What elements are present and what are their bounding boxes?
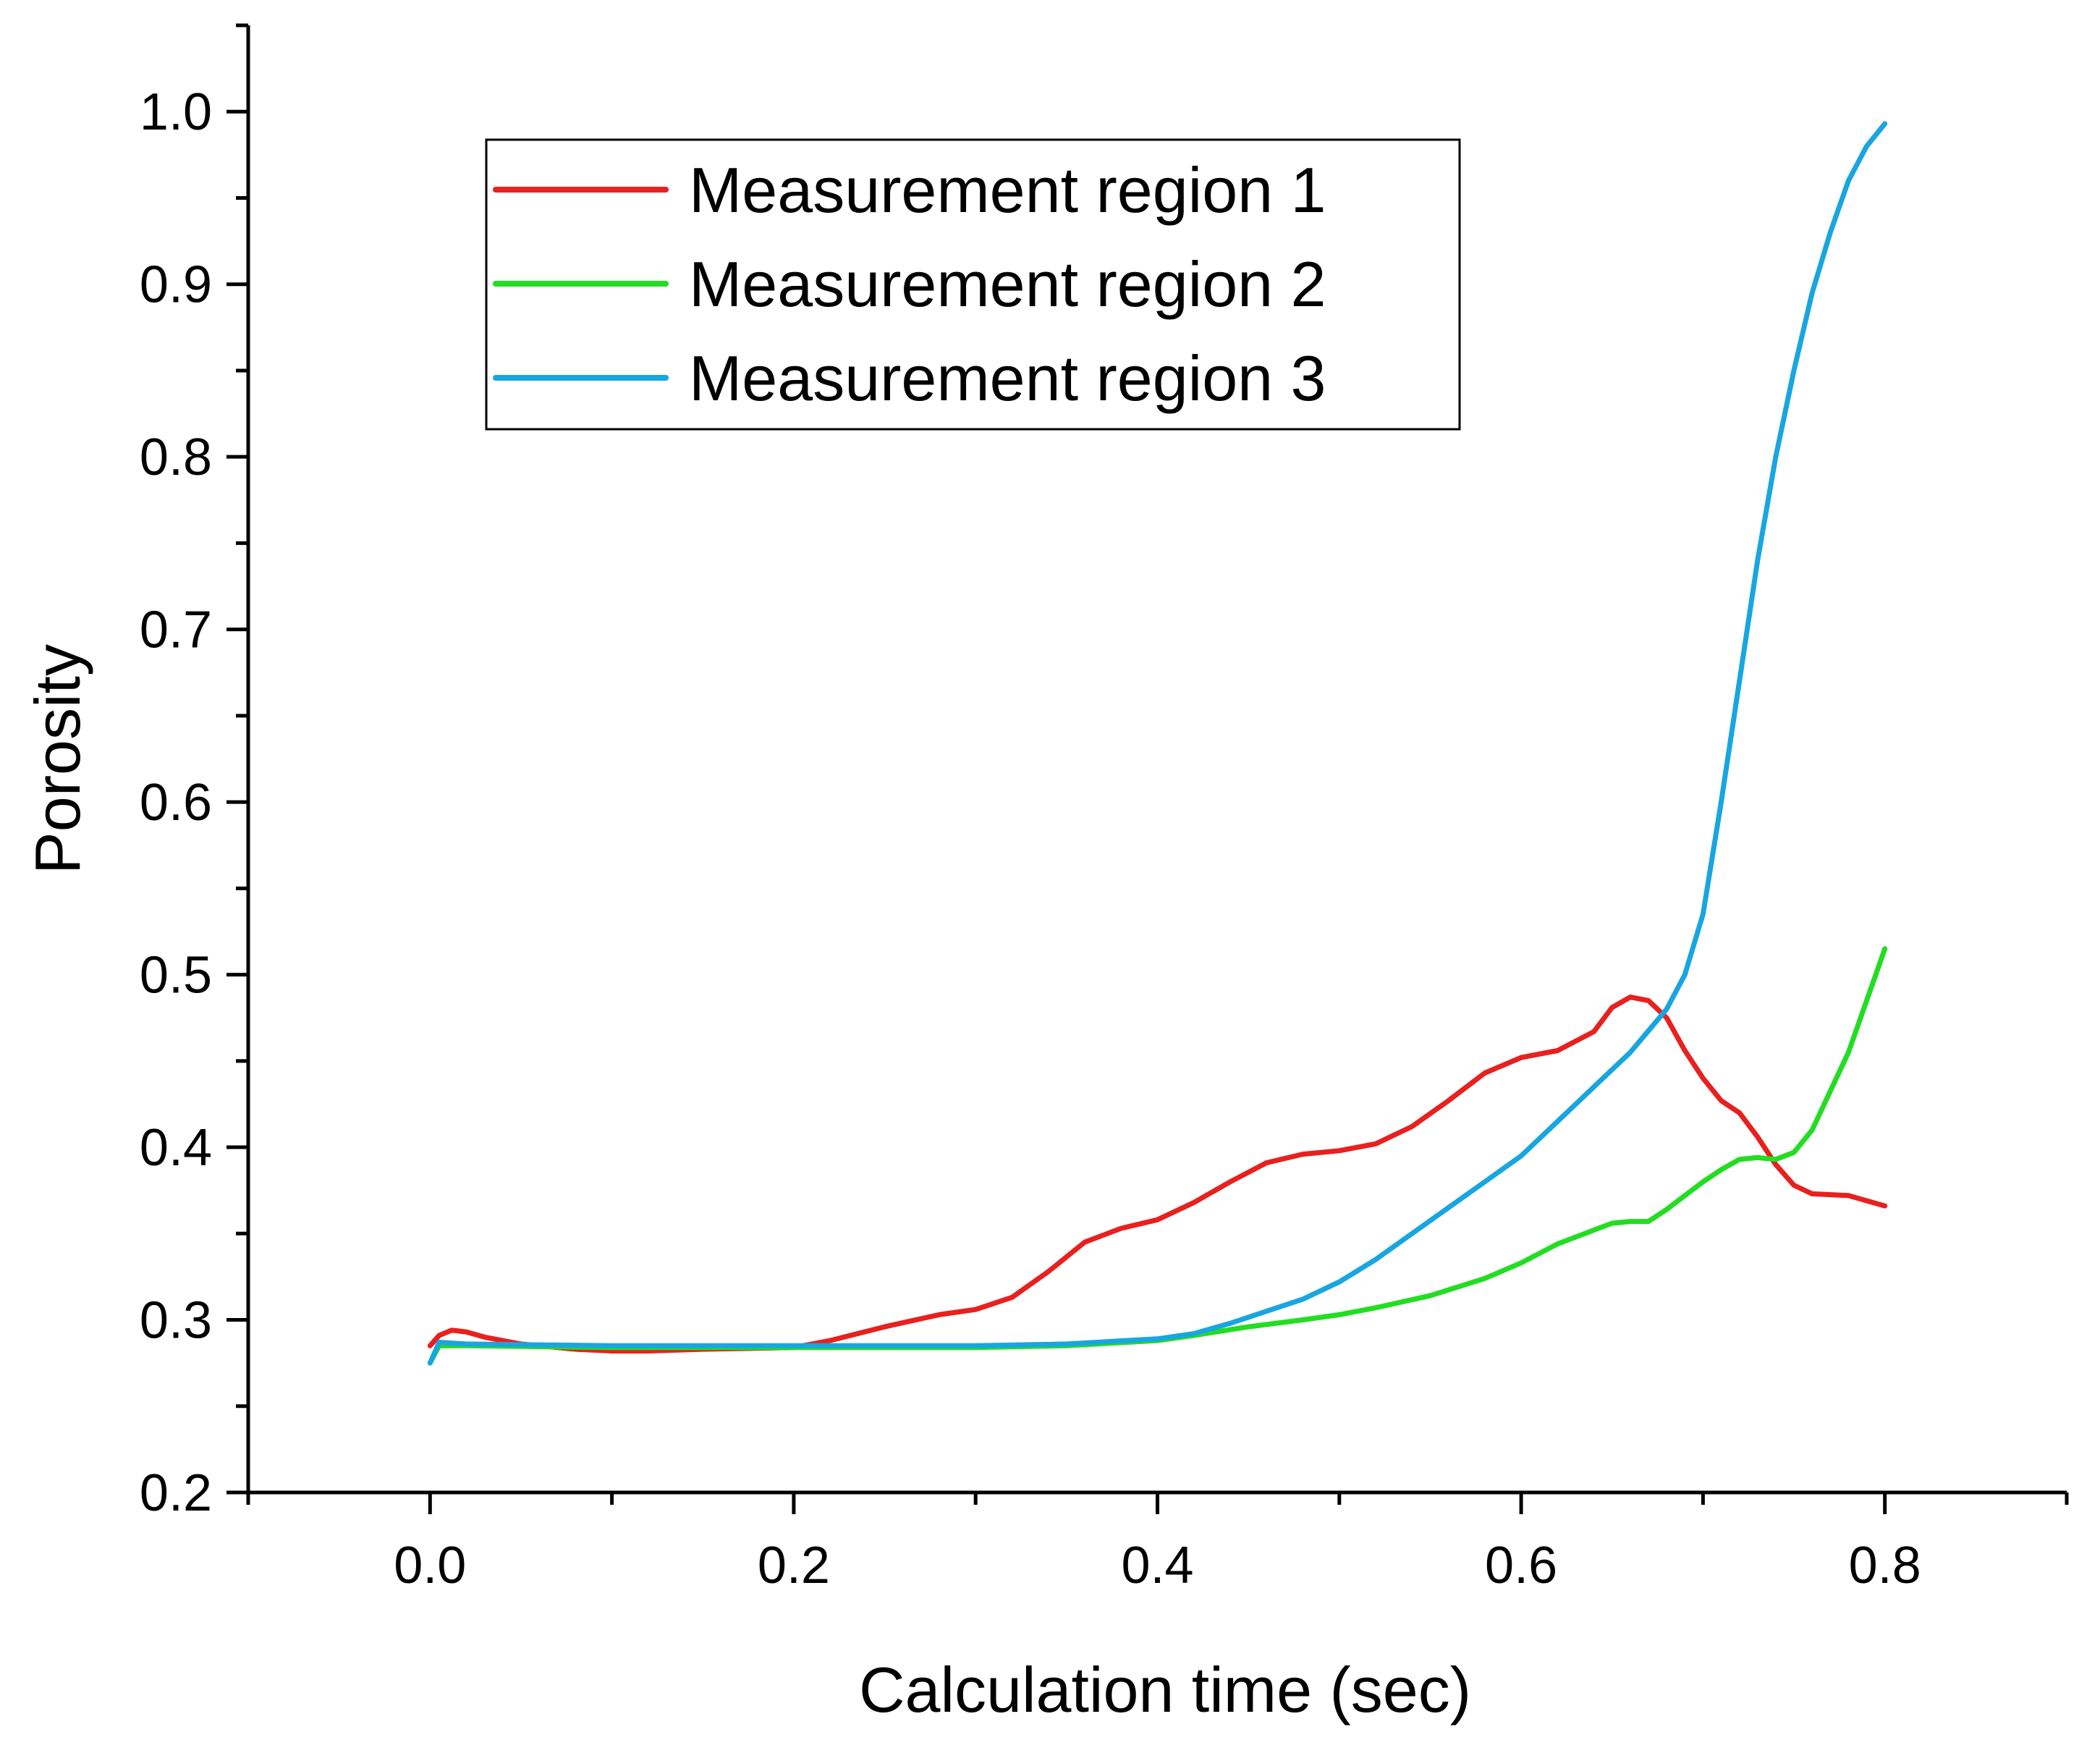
legend-entries: Measurement region 1 Measurement region 2… — [493, 154, 1326, 414]
y-tick-label: 0.2 — [140, 1464, 212, 1522]
y-tick-label: 0.7 — [140, 601, 212, 659]
legend-label-2: Measurement region 2 — [689, 248, 1326, 320]
y-tick-label: 0.5 — [140, 947, 212, 1005]
y-tick-label: 0.9 — [140, 256, 212, 314]
legend: Measurement region 1 Measurement region 2… — [485, 138, 1461, 431]
legend-label-3: Measurement region 3 — [689, 342, 1326, 414]
y-tick-label: 0.6 — [140, 774, 212, 832]
x-tick-label: 0.0 — [394, 1537, 466, 1595]
legend-label-1: Measurement region 1 — [689, 154, 1326, 226]
x-tick-label: 0.8 — [1849, 1537, 1921, 1595]
y-tick-label: 0.4 — [140, 1119, 212, 1177]
y-tick-label: 0.8 — [140, 428, 212, 486]
x-axis-title: Calculation time (sec) — [859, 1654, 1471, 1726]
x-ticks: 0.0 0.2 0.4 0.6 0.8 — [246, 1492, 2069, 1595]
y-axis-title: Porosity — [22, 644, 93, 874]
y-ticks: 0.2 0.3 0.4 0.5 0.6 0.7 0.8 0.9 1.0 — [140, 23, 248, 1522]
series-layer — [427, 121, 1888, 1366]
x-tick-label: 0.2 — [758, 1537, 830, 1595]
y-tick-label: 1.0 — [140, 83, 212, 141]
x-tick-label: 0.6 — [1485, 1537, 1557, 1595]
series-line-3 — [427, 121, 1888, 1366]
axes: 0.0 0.2 0.4 0.6 0.8 0.2 0.3 0.4 0.5 0.6 0.7 0.8 0.9… — [140, 23, 2069, 1595]
x-tick-label: 0.4 — [1121, 1537, 1193, 1595]
y-tick-label: 0.3 — [140, 1292, 212, 1350]
series-line-1 — [427, 994, 1888, 1353]
